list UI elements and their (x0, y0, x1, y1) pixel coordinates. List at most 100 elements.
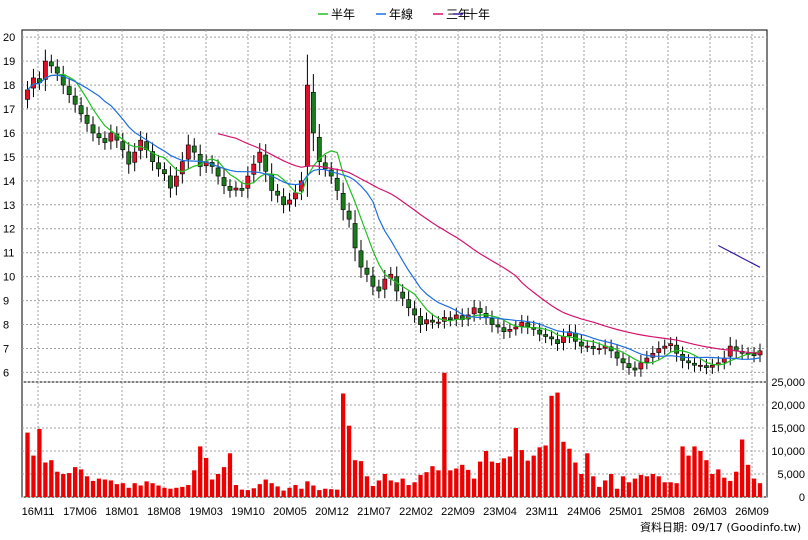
volume-bar (668, 482, 673, 497)
candle (310, 74, 316, 152)
volume-bar (751, 478, 757, 497)
candle-body (543, 334, 548, 337)
volume-bar (144, 481, 149, 497)
volume-bar (448, 470, 453, 497)
candle-body (275, 190, 281, 196)
candle-body (584, 345, 590, 348)
candle-body (227, 186, 233, 191)
candle-body (489, 318, 495, 325)
candle-body (334, 177, 340, 191)
price-y-tick-label: 15 (3, 152, 15, 164)
candle-body (120, 141, 126, 151)
candle (299, 171, 304, 201)
volume-bar (608, 474, 614, 497)
candle (471, 299, 477, 322)
volume-bar (37, 428, 42, 497)
candle-body (162, 169, 167, 174)
candle (84, 106, 90, 132)
x-tick-label: 20M05 (273, 506, 307, 518)
candle-body (638, 362, 644, 370)
candle-body (84, 114, 90, 124)
x-tick-label: 20M12 (315, 506, 349, 518)
volume-bar (335, 489, 340, 497)
candle-body (418, 316, 423, 325)
volume-y-tick-label: 25,000 (771, 377, 805, 389)
volume-y-tick-label: 10,000 (771, 446, 805, 458)
candle (489, 310, 495, 333)
price-y-tick-label: 19 (3, 56, 15, 68)
candle-body (370, 275, 376, 287)
candle (221, 169, 227, 195)
candle (120, 133, 126, 159)
candle-body (704, 365, 709, 368)
candle-body (549, 336, 554, 340)
legend: 半年 年線 三年 十年 (318, 7, 490, 22)
volume-bar (43, 462, 48, 497)
candle-body (674, 344, 680, 354)
volume-bar (198, 446, 203, 497)
volume-bar (561, 441, 566, 497)
candle (698, 359, 703, 372)
candle (340, 182, 346, 221)
volume-bar (430, 466, 435, 497)
candle-body (519, 321, 525, 327)
candle-body (501, 327, 507, 333)
volume-bar (138, 485, 143, 497)
x-tick-label: 23M11 (526, 506, 559, 518)
candle-body (54, 66, 60, 74)
candle-body (698, 364, 703, 367)
volume-bar (716, 469, 721, 497)
candle (287, 192, 292, 212)
price-y-tick-label: 8 (3, 320, 9, 332)
candle (108, 124, 114, 150)
volume-bar (72, 467, 78, 497)
candle-body (90, 124, 96, 134)
candle-body (310, 91, 316, 134)
candle-body (66, 86, 72, 95)
candle (584, 340, 590, 353)
x-tick-label: 22M09 (441, 506, 475, 518)
data-date-footer: 資料日期: 09/17 (Goodinfo.tw) (640, 520, 801, 534)
volume-bar (150, 483, 155, 497)
candle (31, 68, 36, 98)
candle-body (322, 162, 328, 170)
candle (626, 356, 632, 375)
price-y-tick-label: 6 (3, 367, 9, 379)
x-tick-label: 26M09 (735, 506, 769, 518)
volume-bar (84, 476, 90, 497)
candle (60, 65, 66, 95)
candle (233, 181, 239, 197)
volume-panel-frame (21, 381, 768, 498)
candle (114, 126, 120, 148)
volume-bar (620, 476, 626, 497)
candle (721, 350, 727, 370)
candle-body (42, 60, 48, 80)
candle (126, 142, 132, 174)
candle (257, 143, 263, 172)
volume-bar (55, 471, 60, 497)
volume-bar (436, 470, 441, 497)
volume-bar (192, 470, 197, 497)
candle (388, 267, 394, 286)
price-y-tick-label: 17 (3, 104, 15, 116)
volume-bar (132, 483, 137, 497)
candle (477, 301, 483, 320)
candle-body (376, 286, 382, 292)
candle-body (358, 250, 364, 268)
candle (168, 166, 173, 198)
candle (751, 347, 757, 363)
candle-body (215, 167, 221, 177)
volume-bar (555, 392, 560, 497)
volume-bar (603, 480, 608, 497)
candle (322, 154, 328, 177)
candle-body (596, 348, 602, 350)
volume-bar (90, 480, 96, 497)
candle (513, 320, 519, 336)
volume-bar (638, 474, 644, 497)
candle (370, 267, 376, 296)
candle-body (251, 163, 257, 175)
candle-body (25, 89, 30, 100)
volume-bar (442, 372, 447, 497)
legend-label-ten-year: 十年 (466, 8, 490, 22)
